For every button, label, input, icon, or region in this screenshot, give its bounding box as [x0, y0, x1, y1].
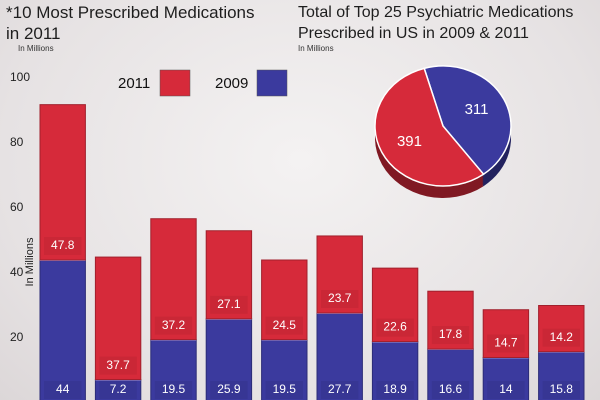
value-label: 47.8	[51, 238, 75, 252]
value-label: 7.2	[110, 382, 127, 396]
value-label: 27.7	[328, 382, 352, 396]
pie-value-label: 311	[465, 101, 489, 118]
pie-slice	[423, 65, 512, 176]
value-label-box	[210, 381, 248, 399]
legend-label: 2011	[118, 75, 150, 92]
y-tick-label: 80	[10, 135, 24, 149]
value-label-box	[431, 326, 470, 345]
value-label: 27.1	[217, 297, 241, 311]
value-label-box	[99, 356, 137, 375]
value-label-box	[542, 328, 580, 347]
legend-label: 2009	[215, 75, 248, 92]
y-tick-label: 40	[10, 265, 24, 279]
bar-chart-subtitle: In Millions	[18, 44, 54, 53]
value-label-box	[44, 237, 82, 255]
value-label: 14	[499, 382, 513, 396]
value-label-box	[265, 316, 303, 335]
legend-swatch	[159, 69, 191, 97]
pie-chart-subtitle: In Millions	[298, 44, 334, 53]
value-label-box	[265, 381, 303, 399]
value-label: 15.8	[550, 382, 574, 396]
value-label: 19.5	[273, 382, 297, 396]
y-tick-label: 20	[10, 330, 24, 344]
bar-chart-title: *10 Most Prescribed Medications in 2011	[6, 3, 255, 43]
value-label-box	[431, 381, 470, 399]
value-label-box	[487, 381, 525, 399]
value-label: 14.2	[550, 330, 574, 344]
value-label-box	[44, 381, 82, 399]
value-label: 44	[56, 382, 70, 396]
bar-segment	[39, 259, 86, 400]
value-label: 37.7	[106, 358, 130, 372]
value-label: 14.7	[494, 336, 518, 350]
pie-value-label: 391	[397, 133, 422, 150]
pie-slice	[374, 67, 485, 187]
value-label: 25.9	[217, 382, 241, 396]
value-label-box	[154, 381, 193, 399]
value-label-box	[487, 334, 525, 353]
legend-swatch	[256, 69, 288, 97]
value-label-box	[210, 295, 248, 314]
y-axis-label: In Millions	[24, 237, 36, 286]
value-label: 37.2	[162, 318, 186, 332]
value-label: 16.6	[439, 382, 463, 396]
value-label-box	[376, 318, 414, 337]
value-label: 23.7	[328, 291, 352, 305]
value-label: 19.5	[162, 382, 186, 396]
value-label-box	[321, 289, 359, 308]
value-label-box	[321, 381, 359, 399]
value-label: 22.6	[383, 320, 407, 334]
value-label-box	[376, 381, 414, 399]
value-label: 18.9	[383, 382, 407, 396]
y-tick-label: 60	[10, 200, 24, 214]
value-label-box	[542, 381, 580, 399]
y-tick-label: 100	[10, 70, 30, 84]
value-label: 24.5	[273, 318, 297, 332]
bar-segment	[39, 104, 86, 261]
pie-chart-title: Total of Top 25 Psychiatric Medications …	[298, 4, 574, 42]
value-label-box	[154, 316, 193, 335]
value-label: 17.8	[439, 327, 463, 341]
value-label-box	[99, 381, 137, 399]
